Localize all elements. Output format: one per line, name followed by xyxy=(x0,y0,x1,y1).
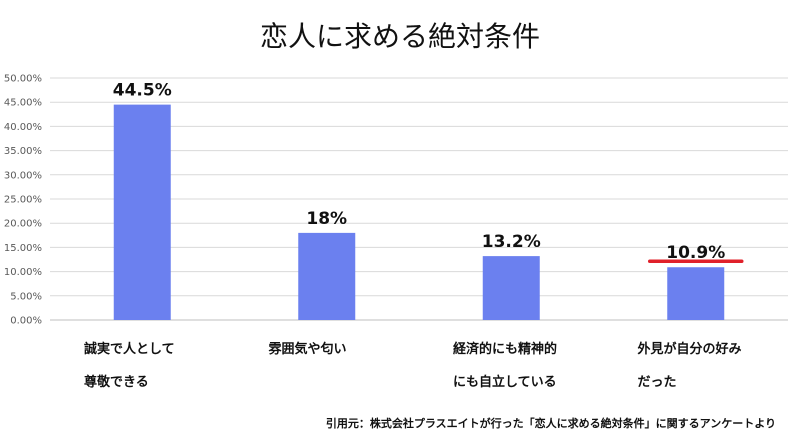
y-axis-ticks: 0.00% 5.00% 10.00% 15.00% 20.00% 25.00% 30.00%… xyxy=(4,74,42,327)
gridlines xyxy=(50,77,788,321)
y-tick-label: 10.00% xyxy=(4,267,42,278)
bars xyxy=(113,104,725,321)
y-tick-label: 30.00% xyxy=(4,170,42,181)
data-label: 13.2% xyxy=(482,232,541,252)
source-note: 引用元：株式会社プラスエイトが行った「恋人に求める絶対条件」に関するアンケートよ… xyxy=(326,416,776,430)
y-tick-label: 5.00% xyxy=(10,291,42,302)
category-label: 経済的にも精神的 xyxy=(453,341,557,357)
chart-title: 恋人に求める絶対条件 xyxy=(260,20,540,53)
y-tick-label: 20.00% xyxy=(4,219,42,230)
category-label: 尊敬できる xyxy=(84,374,149,390)
y-tick-label: 45.00% xyxy=(4,98,42,109)
category-label: にも自立している xyxy=(453,374,557,390)
category-label: だった xyxy=(638,375,677,390)
category-label: 外見が自分の好み xyxy=(637,341,742,357)
bar xyxy=(482,256,540,320)
y-tick-label: 50.00% xyxy=(4,74,42,85)
data-label: 18% xyxy=(306,209,347,229)
category-label: 雰囲気や匂い xyxy=(269,341,347,357)
y-tick-label: 40.00% xyxy=(4,122,42,133)
data-label: 10.9% xyxy=(666,243,725,263)
data-labels: 44.5% 18% 13.2% 10.9% xyxy=(113,81,744,263)
bar xyxy=(667,267,725,320)
bar xyxy=(113,104,171,321)
y-tick-label: 15.00% xyxy=(4,243,42,254)
y-tick-label: 35.00% xyxy=(4,146,42,157)
data-label: 44.5% xyxy=(113,81,172,101)
y-tick-label: 0.00% xyxy=(10,316,42,327)
y-tick-label: 25.00% xyxy=(4,195,42,206)
category-label: 誠実で人として xyxy=(84,341,175,357)
bar xyxy=(298,232,356,320)
